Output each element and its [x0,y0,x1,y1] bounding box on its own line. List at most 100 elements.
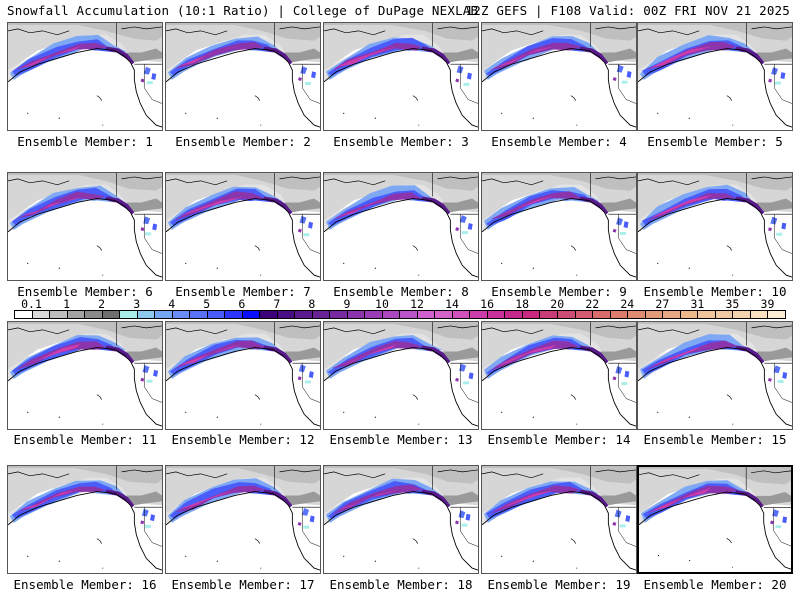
colorbar-segment [540,311,558,318]
colorbar-segment [85,311,103,318]
ensemble-member-map[interactable] [7,22,163,131]
colorbar-tick-label: 4 [168,297,176,311]
colorbar-tick-label: 1 [63,297,71,311]
ensemble-member-map[interactable] [323,321,479,430]
colorbar-segment [628,311,646,318]
colorbar-tick-label: 3 [133,297,141,311]
colorbar-tick-label: 6 [238,297,246,311]
snowfall-map-graphic [166,322,320,429]
snowfall-map-graphic [324,173,478,280]
colorbar-segment [242,311,261,318]
colorbar-segment [452,311,471,318]
chart-title: Snowfall Accumulation (10:1 Ratio) | Col… [7,3,479,18]
snowfall-map-graphic [638,23,792,130]
snowfall-map-graphic [638,322,792,429]
ensemble-member-label: Ensemble Member: 4 [491,134,627,149]
ensemble-member-map[interactable] [323,22,479,131]
colorbar-segment [67,311,86,318]
colorbar-segment [207,311,226,318]
snowfall-map-graphic [324,23,478,130]
ensemble-member-label: Ensemble Member: 15 [643,432,787,447]
snowfall-map-graphic [324,322,478,429]
ensemble-member-label: Ensemble Member: 17 [171,577,315,592]
ensemble-member-label: Ensemble Member: 1 [17,134,153,149]
colorbar-tick-label: 2 [98,297,106,311]
ensemble-member-map[interactable] [7,321,163,430]
colorbar-segment [750,311,769,318]
ensemble-member-map[interactable] [7,172,163,281]
colorbar-segment [417,311,436,318]
snowfall-map-graphic [482,322,636,429]
ensemble-member-map[interactable] [165,22,321,131]
colorbar-segment [15,311,33,318]
ensemble-member-map[interactable] [637,321,793,430]
ensemble-member-map[interactable] [7,465,163,574]
snowfall-map-graphic [482,173,636,280]
snowfall-map-graphic [639,467,791,572]
ensemble-member-map[interactable] [481,22,637,131]
snowfall-map-graphic [166,23,320,130]
ensemble-member-label: Ensemble Member: 12 [171,432,315,447]
snowfall-map-graphic [8,466,162,573]
colorbar-segment [155,311,173,318]
ensemble-member-map[interactable] [637,172,793,281]
colorbar-segment [137,311,156,318]
ensemble-member-label: Ensemble Member: 3 [333,134,469,149]
snowfall-map-graphic [8,322,162,429]
colorbar-tick-label: 22 [585,297,600,311]
snowfall-map-graphic [166,173,320,280]
colorbar-segment [733,311,751,318]
colorbar-tick-label: 12 [410,297,424,311]
colorbar-segment [365,311,383,318]
colorbar-segment [715,311,734,318]
colorbar-segment [190,311,208,318]
colorbar-tick-label: 35 [725,297,740,311]
snowfall-map-graphic [8,23,162,130]
ensemble-member-label: Ensemble Member: 5 [647,134,783,149]
colorbar-tick-label: 31 [690,297,705,311]
ensemble-member-map[interactable] [165,465,321,574]
colorbar-tick-label: 10 [375,297,389,311]
colorbar-segment [435,311,453,318]
ensemble-member-label: Ensemble Member: 7 [175,284,311,299]
snowfall-map-graphic [8,173,162,280]
snowfall-map-graphic [482,23,636,130]
ensemble-member-map[interactable] [165,321,321,430]
colorbar-segment [593,311,611,318]
colorbar-segment [277,311,296,318]
colorbar-segment [487,311,506,318]
colorbar-segment [382,311,401,318]
ensemble-member-label: Ensemble Member: 18 [329,577,473,592]
colorbar-tick-label: 8 [308,297,316,311]
colorbar-segment [698,311,716,318]
ensemble-member-label: Ensemble Member: 14 [487,432,631,447]
ensemble-member-map[interactable] [481,321,637,430]
ensemble-member-map[interactable] [165,172,321,281]
ensemble-member-map[interactable] [637,465,793,574]
colorbar-tick-label: 24 [620,297,635,311]
ensemble-member-map[interactable] [481,465,637,574]
ensemble-member-map[interactable] [323,172,479,281]
ensemble-member-label: Ensemble Member: 19 [487,577,631,592]
ensemble-member-map[interactable] [637,22,793,131]
ensemble-member-label: Ensemble Member: 8 [333,284,469,299]
colorbar-segment [120,311,138,318]
colorbar-segment [768,311,785,318]
colorbar-tick-label: 20 [550,297,565,311]
colorbar-tick-label: 18 [515,297,530,311]
colorbar-segment [470,311,488,318]
snowfall-map-graphic [166,466,320,573]
colorbar-tick-label: 5 [203,297,211,311]
ensemble-member-label: Ensemble Member: 20 [643,577,787,592]
colorbar-tick-label: 16 [480,297,495,311]
colorbar-tick-label: 9 [343,297,351,311]
colorbar-tick-label: 27 [655,297,670,311]
colorbar-segment [400,311,418,318]
ensemble-member-map[interactable] [323,465,479,574]
colorbar-segment [32,311,51,318]
colorbar-segment [645,311,664,318]
ensemble-member-label: Ensemble Member: 10 [643,284,787,299]
colorbar-segment [260,311,278,318]
ensemble-member-map[interactable] [481,172,637,281]
colorbar-segment [575,311,594,318]
